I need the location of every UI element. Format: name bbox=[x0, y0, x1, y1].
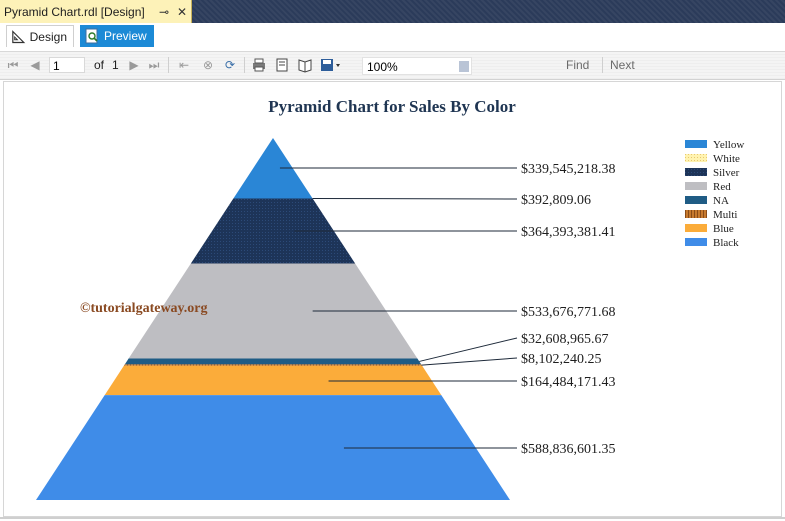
watermark: ©tutorialgateway.org bbox=[80, 301, 208, 316]
ruler-icon bbox=[11, 29, 26, 45]
pin-icon[interactable]: ⊸ bbox=[155, 5, 173, 19]
leader-line bbox=[419, 338, 517, 361]
legend-swatch-white bbox=[685, 154, 707, 162]
tab-preview[interactable]: Preview bbox=[80, 25, 154, 47]
total-pages: 1 bbox=[112, 57, 119, 73]
toolbar-separator bbox=[244, 57, 245, 73]
legend-label-yellow: Yellow bbox=[713, 139, 744, 151]
legend-swatch-black bbox=[685, 238, 707, 246]
last-page-icon[interactable]: ⏭ bbox=[146, 57, 162, 73]
legend-swatch-silver bbox=[685, 168, 707, 176]
legend-label-white: White bbox=[713, 153, 740, 165]
data-label: $339,545,218.38 bbox=[521, 162, 616, 177]
page-of-label: of bbox=[94, 57, 104, 73]
legend-label-multi: Multi bbox=[713, 209, 737, 221]
toolbar-separator bbox=[602, 57, 603, 73]
first-page-icon[interactable]: ⏮ bbox=[5, 57, 21, 73]
data-label: $32,608,965.67 bbox=[521, 332, 609, 347]
data-label: $533,676,771.68 bbox=[521, 305, 616, 320]
page-setup-icon[interactable] bbox=[297, 57, 313, 73]
zoom-dropdown[interactable]: 100% bbox=[362, 57, 472, 75]
legend-label-red: Red bbox=[713, 181, 731, 193]
mode-bar: Design Preview bbox=[0, 23, 785, 52]
legend-swatch-red bbox=[685, 182, 707, 190]
pyramid-slice-na[interactable] bbox=[125, 359, 421, 365]
page-number-input[interactable]: 1 bbox=[49, 57, 85, 73]
chart-title: Pyramid Chart for Sales By Color bbox=[268, 97, 516, 116]
chevron-down-icon[interactable] bbox=[459, 61, 469, 72]
legend-label-na: NA bbox=[713, 195, 729, 207]
document-tab-title: Pyramid Chart.rdl [Design] bbox=[4, 5, 155, 19]
tab-design-label: Design bbox=[30, 30, 67, 44]
report-canvas: Pyramid Chart for Sales By Color $339,54… bbox=[3, 81, 782, 517]
next-button[interactable]: Next bbox=[610, 57, 635, 73]
document-tab-strip: Pyramid Chart.rdl [Design] ⊸ ✕ bbox=[0, 0, 785, 23]
refresh-icon[interactable]: ⟳ bbox=[222, 57, 238, 73]
find-button[interactable]: Find bbox=[566, 57, 589, 73]
data-label: $364,393,381.41 bbox=[521, 225, 616, 240]
legend-swatch-yellow bbox=[685, 140, 707, 148]
pyramid-slice-blue[interactable] bbox=[105, 366, 442, 395]
legend-label-black: Black bbox=[713, 237, 739, 249]
zoom-value: 100% bbox=[367, 60, 398, 74]
legend-swatch-na bbox=[685, 196, 707, 204]
legend-swatch-multi bbox=[685, 210, 707, 218]
tab-design[interactable]: Design bbox=[6, 25, 74, 47]
export-icon[interactable] bbox=[320, 57, 342, 73]
document-tab[interactable]: Pyramid Chart.rdl [Design] ⊸ ✕ bbox=[0, 0, 192, 23]
chart-legend: Yellow White Silver Red NA Multi Blue Black bbox=[685, 139, 744, 249]
pyramid-slice-multi[interactable] bbox=[124, 364, 422, 365]
print-icon[interactable] bbox=[251, 57, 267, 73]
next-page-icon[interactable]: ▶ bbox=[126, 57, 142, 73]
data-label: $164,484,171.43 bbox=[521, 375, 616, 390]
data-label: $392,809.06 bbox=[521, 193, 591, 208]
legend-swatch-blue bbox=[685, 224, 707, 232]
report-toolbar: ⏮ ◀ 1 of 1 ▶ ⏭ ⇤ ⊗ ⟳ 100% Find Next bbox=[0, 52, 785, 80]
leader-line bbox=[422, 358, 517, 365]
close-icon[interactable]: ✕ bbox=[173, 5, 191, 19]
legend-label-blue: Blue bbox=[713, 223, 734, 235]
toolbar-separator bbox=[168, 57, 169, 73]
tab-preview-label: Preview bbox=[104, 29, 147, 43]
previous-page-icon[interactable]: ◀ bbox=[27, 57, 43, 73]
data-label: $588,836,601.35 bbox=[521, 442, 616, 457]
stop-icon[interactable]: ⊗ bbox=[200, 57, 216, 73]
preview-icon bbox=[84, 28, 100, 44]
print-layout-icon[interactable] bbox=[274, 57, 290, 73]
pyramid-chart: Pyramid Chart for Sales By Color $339,54… bbox=[4, 82, 781, 516]
legend-label-silver: Silver bbox=[713, 167, 740, 179]
back-icon[interactable]: ⇤ bbox=[176, 57, 192, 73]
data-label: $8,102,240.25 bbox=[521, 352, 602, 367]
